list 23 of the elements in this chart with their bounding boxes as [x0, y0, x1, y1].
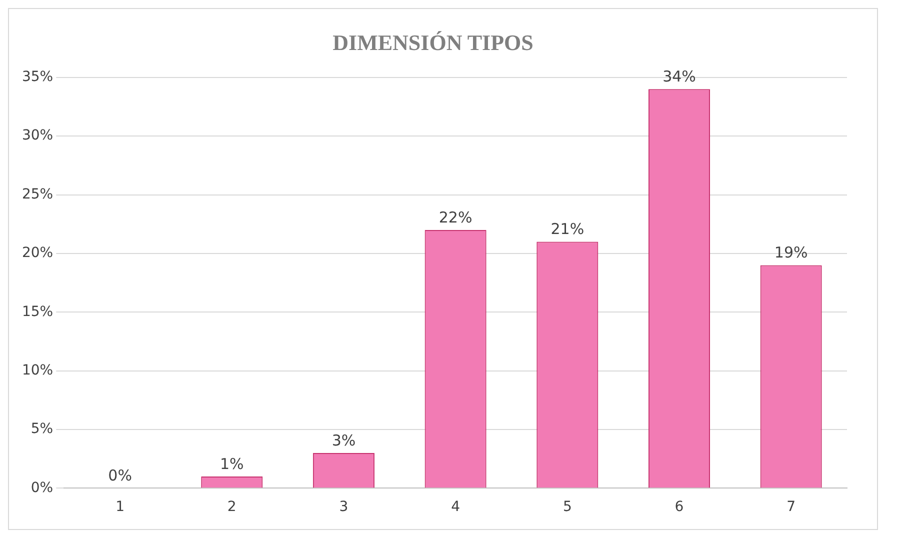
- x-tick-label: 3: [339, 499, 348, 516]
- y-tick-label: 30%: [22, 128, 54, 144]
- x-tick-label: 1: [116, 499, 124, 516]
- x-tick-label: 4: [451, 499, 460, 516]
- data-label: 1%: [220, 454, 244, 473]
- x-tick-label: 5: [562, 499, 572, 516]
- y-tick-label: 15%: [22, 304, 54, 320]
- y-tick-label: 35%: [22, 69, 54, 86]
- data-label: 22%: [438, 208, 472, 226]
- data-label: 19%: [774, 244, 808, 262]
- x-tick-label: 2: [227, 499, 236, 516]
- data-label: 34%: [662, 68, 696, 86]
- y-tick-label: 10%: [22, 362, 54, 378]
- data-label: 0%: [108, 466, 132, 485]
- x-tick-label: 6: [674, 499, 684, 516]
- y-tick-label: 25%: [22, 186, 54, 202]
- chart-title: DIMENSIÓN TIPOS: [332, 30, 534, 55]
- x-tick-label: 7: [786, 499, 796, 516]
- y-tick-label: 0%: [30, 480, 54, 496]
- data-label: 21%: [550, 220, 584, 238]
- data-label: 3%: [332, 431, 356, 450]
- y-tick-label: 20%: [22, 245, 54, 262]
- y-tick-label: 5%: [30, 421, 54, 438]
